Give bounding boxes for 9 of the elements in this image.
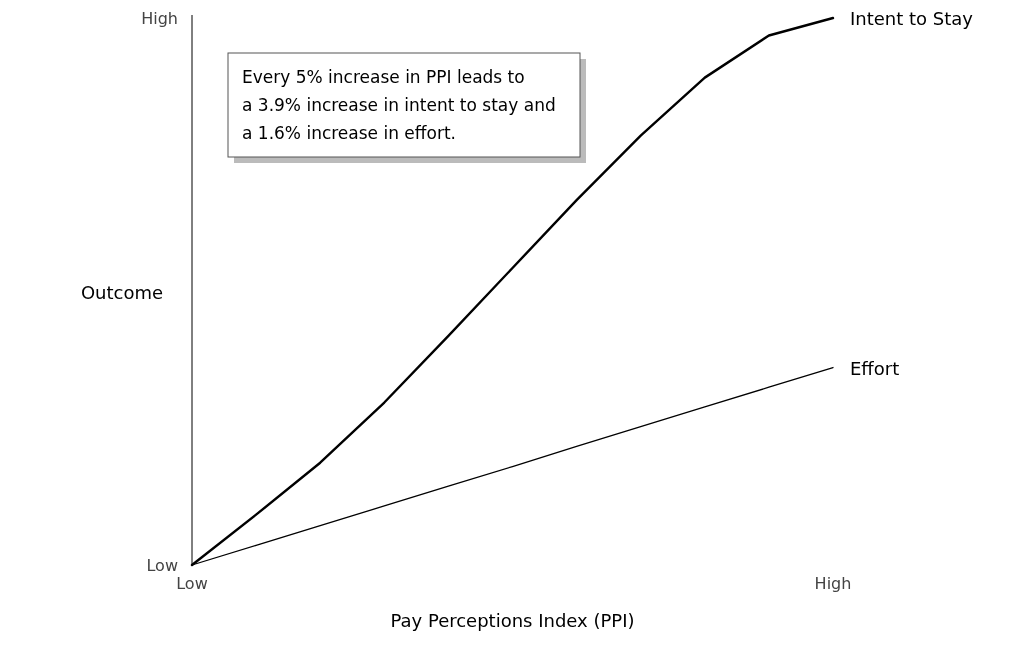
text: Low: [176, 574, 208, 593]
annotation: High: [141, 9, 178, 28]
annotation: Every 5% increase in PPI leads to a 3.9% increase in intent to stay and a 1.6% increase in effort.: [242, 67, 556, 143]
annotation: Low: [146, 556, 178, 575]
text: High: [814, 574, 852, 593]
series-label: Intent to Stay: [850, 8, 974, 29]
x-axis-title: Pay Perceptions Index (PPI): [390, 610, 635, 631]
series-label: Effort: [850, 357, 900, 379]
y-axis-title: Outcome: [80, 281, 164, 303]
